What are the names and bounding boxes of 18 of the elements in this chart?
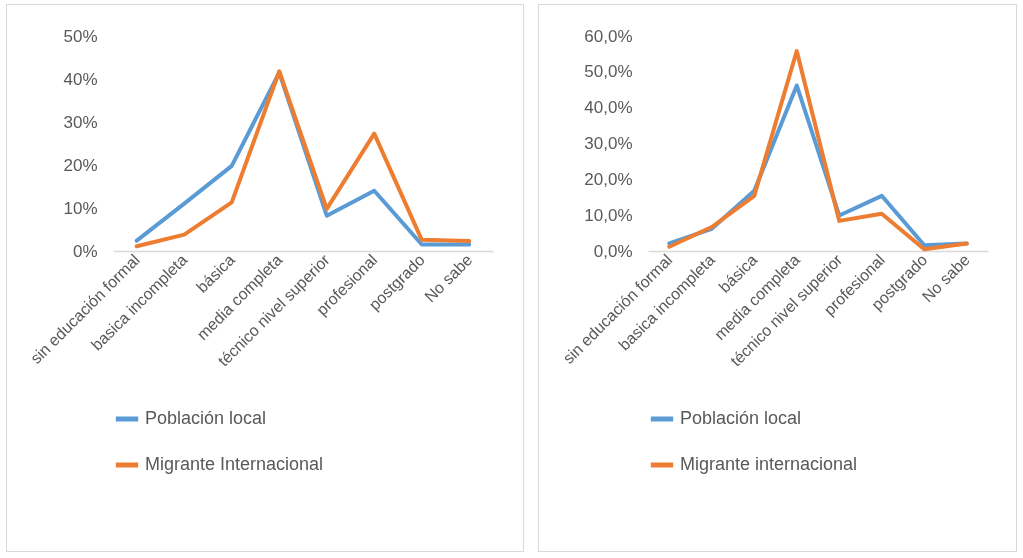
y-tick-label: 30,0% [584, 134, 633, 153]
y-tick-label: 0,0% [594, 241, 633, 261]
y-tick-label: 40% [63, 69, 98, 89]
y-tick-label: 10% [63, 198, 98, 218]
line-series [667, 49, 970, 252]
y-tick-label: 30% [63, 112, 98, 132]
y-tick-label: 60,0% [584, 26, 633, 46]
y-tick-label: 20,0% [584, 169, 633, 189]
legend-label: Población local [680, 408, 802, 428]
y-tick-label: 50% [63, 26, 98, 46]
legend-label: Población local [145, 408, 267, 428]
legend-label: Migrante Internacional [145, 454, 324, 474]
y-tick-label: 40,0% [584, 98, 633, 118]
legend-label: Migrante internacional [680, 454, 858, 474]
y-tick-label: 10,0% [584, 205, 633, 225]
y-tick-label: 50,0% [584, 62, 633, 82]
y-tick-label: 0% [72, 241, 98, 261]
y-tick-label: 20% [63, 155, 98, 175]
